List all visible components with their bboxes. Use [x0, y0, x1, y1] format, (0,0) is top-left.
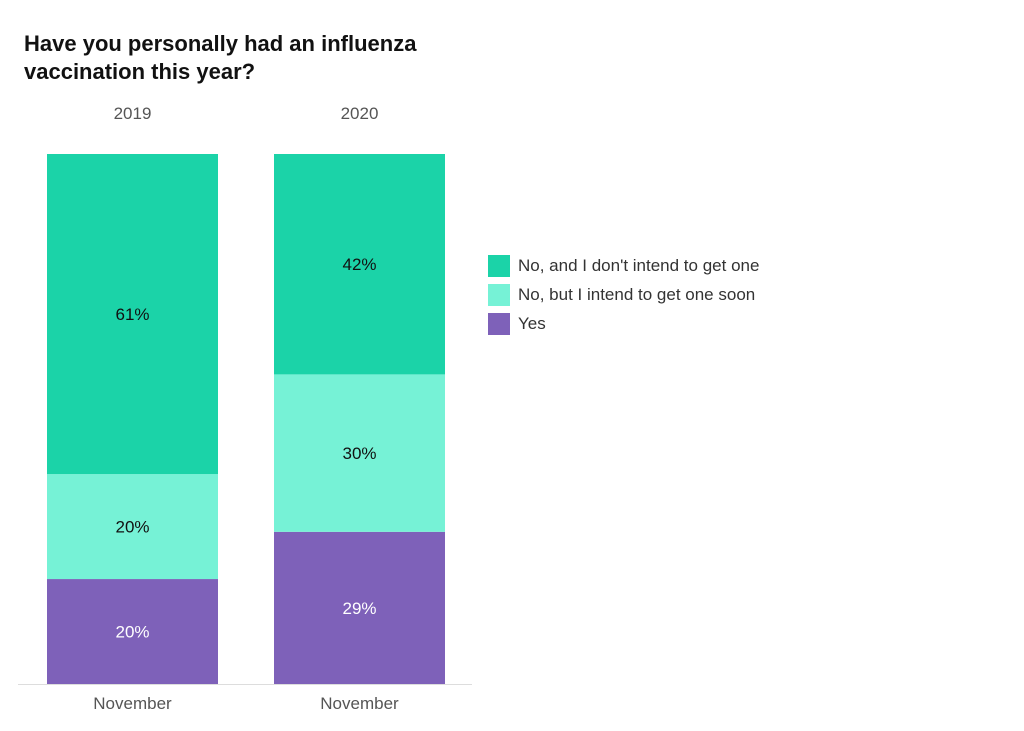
bar-segment-2020-1: [274, 374, 445, 532]
bar-segment-2019-1: [47, 474, 218, 580]
data-label-2020-0: 29%: [342, 599, 376, 618]
group-label-2020: 2020: [341, 104, 379, 123]
legend-swatch-0: [488, 254, 510, 277]
legend-swatch-1: [488, 283, 510, 306]
data-label-2019-0: 20%: [115, 623, 149, 642]
legend-item-0: No, and I don't intend to get one: [488, 251, 759, 280]
data-label-2020-1: 30%: [342, 444, 376, 463]
bar-segment-2020-2: [274, 154, 445, 375]
bar-segment-2020-0: [274, 531, 445, 684]
legend-label-2: Yes: [518, 313, 546, 333]
stacked-bar-chart: 20% 20% 61% 2019 November 29% 30% 42% 2020 Novemb…: [18, 104, 472, 713]
data-label-2020-2: 42%: [342, 255, 376, 274]
legend: No, and I don't intend to get one No, but…: [488, 251, 759, 338]
data-label-2019-1: 20%: [115, 518, 149, 537]
bar-segment-2019-2: [47, 154, 218, 475]
group-label-2019: 2019: [114, 104, 152, 123]
legend-label-0: No, and I don't intend to get one: [518, 255, 760, 275]
legend-swatch-2: [488, 312, 510, 335]
x-tick-label-0: November: [93, 694, 172, 713]
legend-item-2: Yes: [488, 309, 759, 338]
chart-title: Have you personally had an influenza vac…: [24, 31, 417, 84]
legend-label-1: No, but I intend to get one soon: [518, 284, 756, 304]
bar-segment-2019-0: [47, 579, 218, 684]
legend-item-1: No, but I intend to get one soon: [488, 280, 759, 309]
x-tick-label-1: November: [320, 694, 399, 713]
data-label-2019-2: 61%: [115, 305, 149, 324]
